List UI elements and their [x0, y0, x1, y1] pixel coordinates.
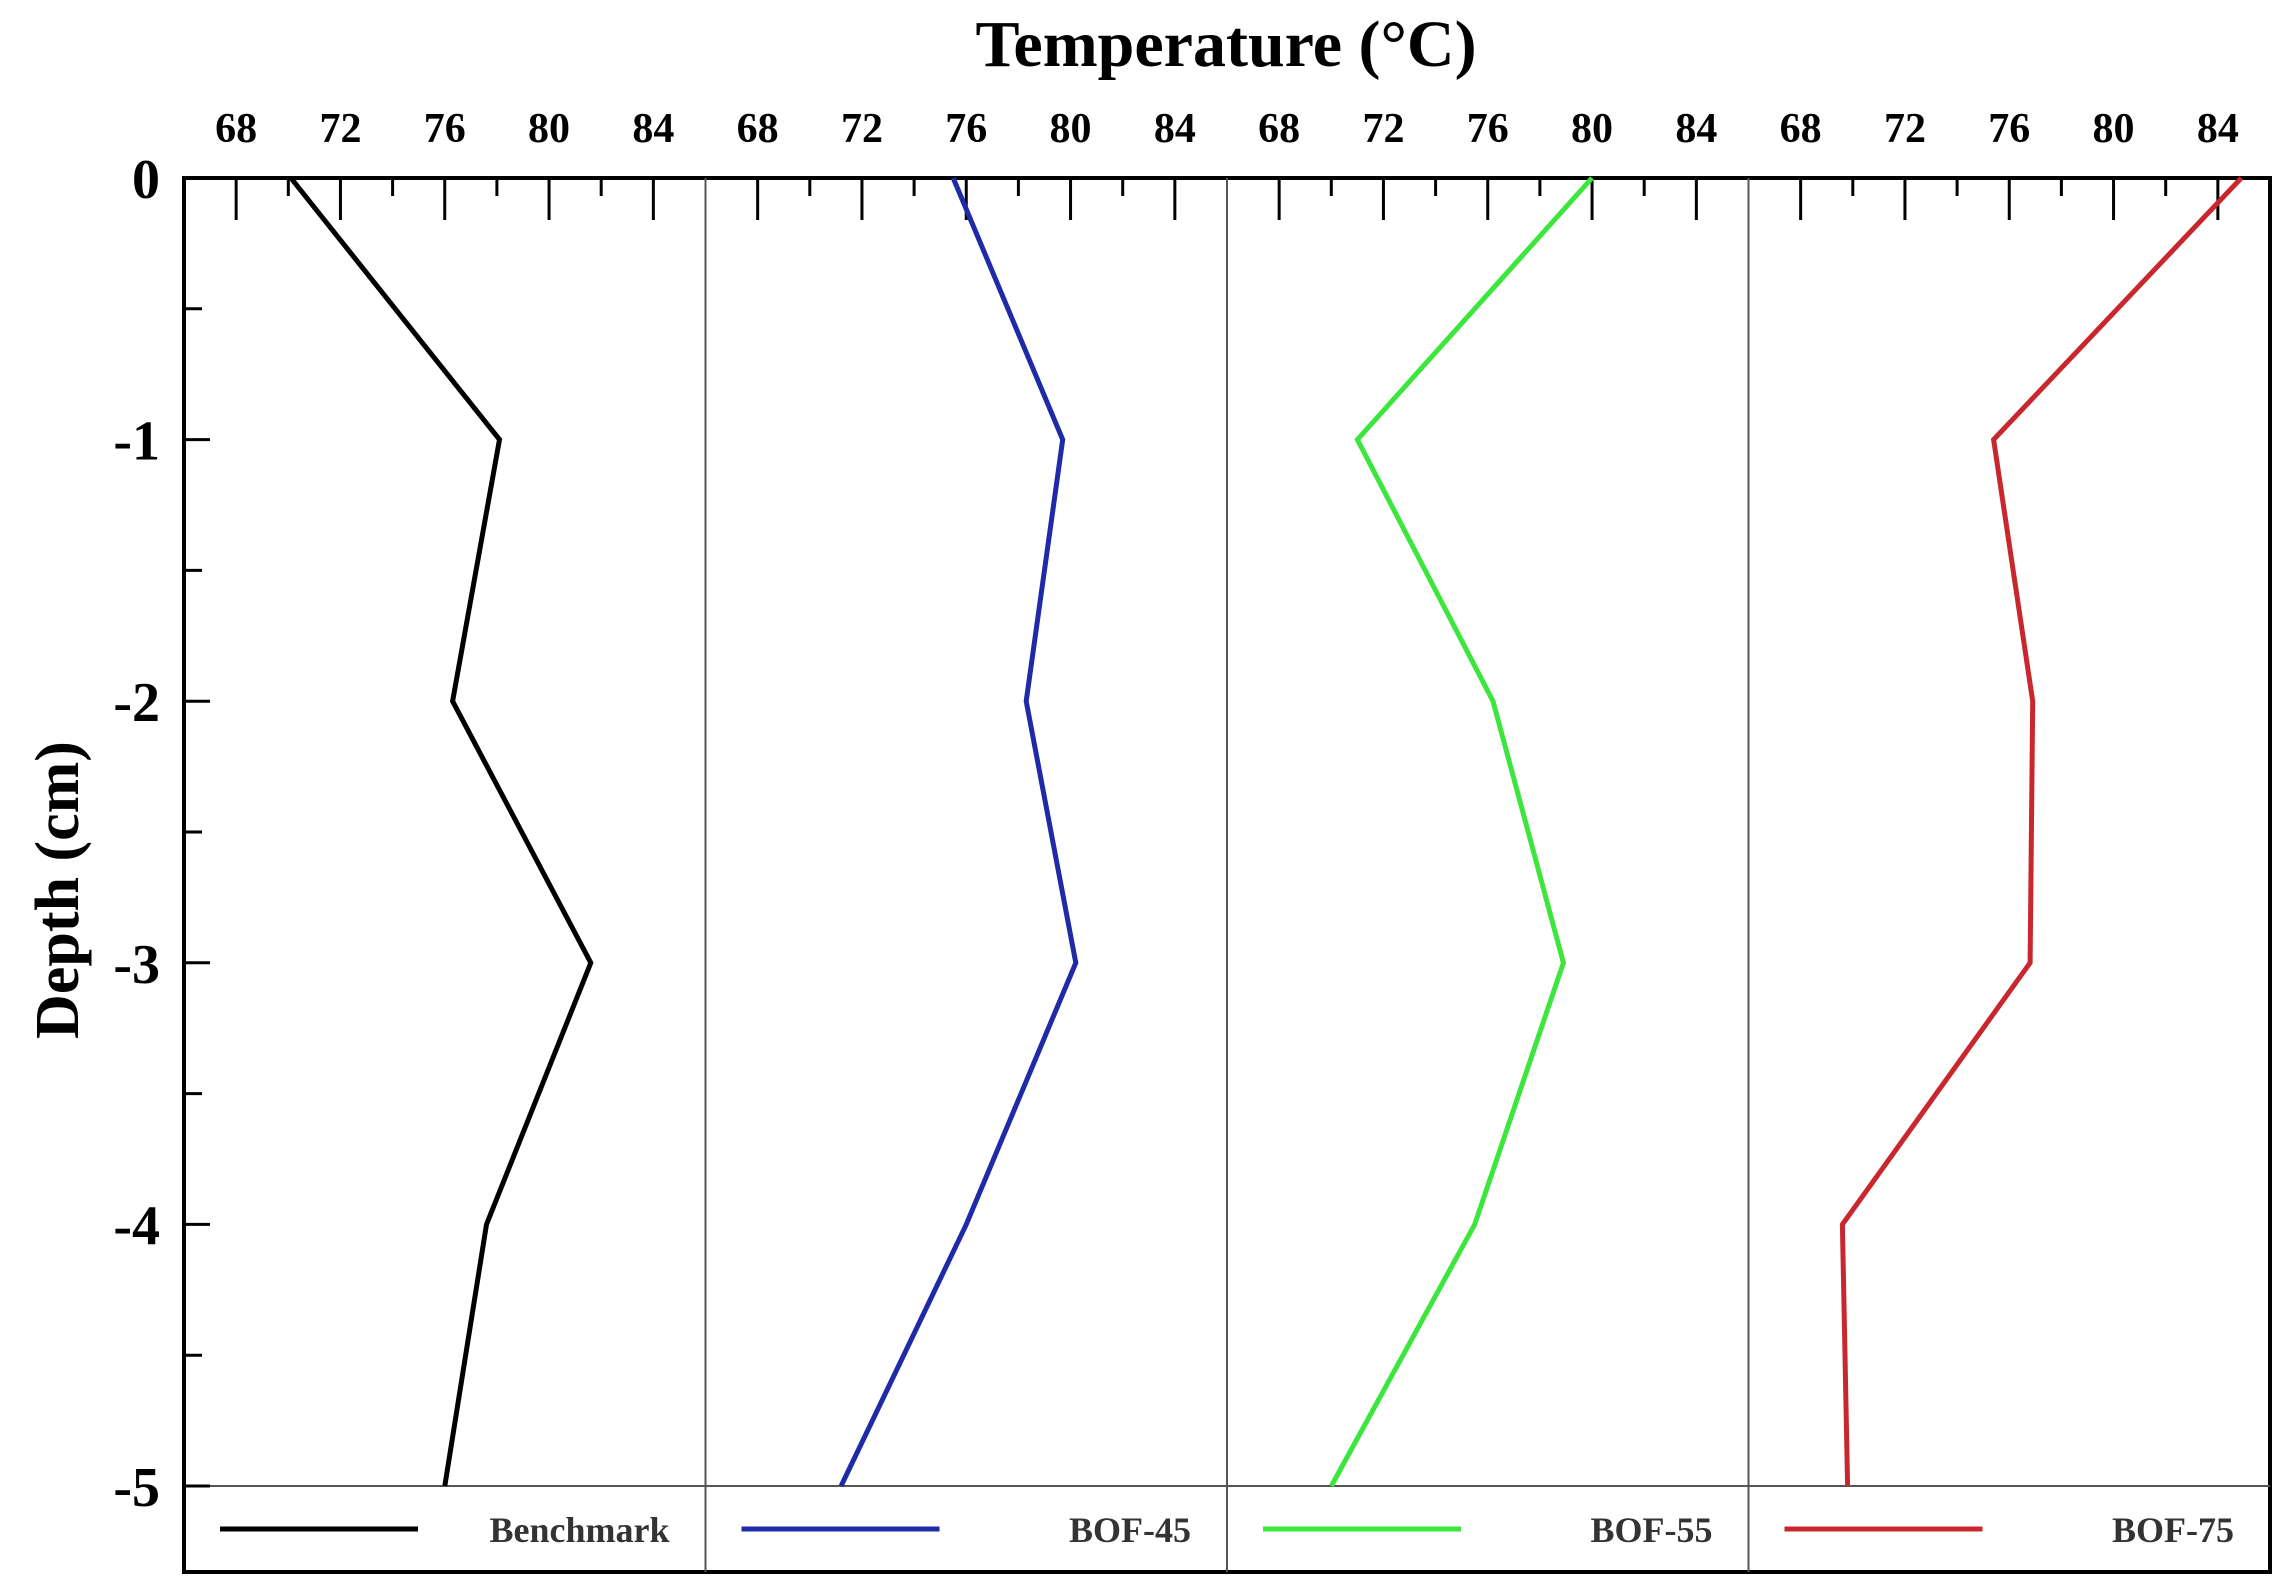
series-line-bof-75	[1839, 176, 2244, 1487]
chart-title: Temperature (°C)	[975, 8, 1476, 81]
y-tick-label: -1	[113, 411, 160, 473]
x-tick-label: 80	[1571, 106, 1613, 152]
legend-label: Benchmark	[490, 1510, 670, 1550]
x-tick-label: 72	[319, 106, 361, 152]
x-tick-label: 76	[424, 106, 466, 152]
x-tick-label: 68	[215, 106, 257, 152]
y-tick-label: -3	[113, 934, 160, 996]
x-tick-label: 84	[1154, 106, 1196, 152]
x-tick-label: 84	[1675, 106, 1717, 152]
x-tick-label: 80	[528, 106, 570, 152]
x-tick-label: 80	[1050, 106, 1092, 152]
x-tick-label: 76	[1988, 106, 2030, 152]
x-tick-label: 76	[945, 106, 987, 152]
x-tick-label: 84	[632, 106, 674, 152]
x-tick-label: 68	[1258, 106, 1300, 152]
series-line-bof-55	[1329, 176, 1594, 1488]
x-tick-label: 76	[1467, 106, 1509, 152]
x-tick-label: 72	[841, 106, 883, 152]
legend-label: BOF-55	[1591, 1510, 1713, 1550]
y-axis-label: Depth (cm)	[24, 741, 92, 1039]
y-tick-label: -2	[113, 672, 160, 734]
legend-label: BOF-75	[2112, 1510, 2234, 1550]
x-tick-label: 80	[2093, 106, 2135, 152]
legend-label: BOF-45	[1069, 1510, 1191, 1550]
y-tick-label: 0	[132, 149, 160, 211]
y-tick-label: -5	[113, 1457, 160, 1519]
y-tick-label: -4	[113, 1195, 160, 1257]
x-tick-label: 72	[1884, 106, 1926, 152]
series-line-benchmark	[288, 176, 594, 1487]
x-tick-label: 84	[2197, 106, 2239, 152]
x-tick-label: 72	[1362, 106, 1404, 152]
x-tick-label: 68	[737, 106, 779, 152]
series-line-bof-45	[838, 177, 1079, 1488]
x-tick-label: 68	[1780, 106, 1822, 152]
